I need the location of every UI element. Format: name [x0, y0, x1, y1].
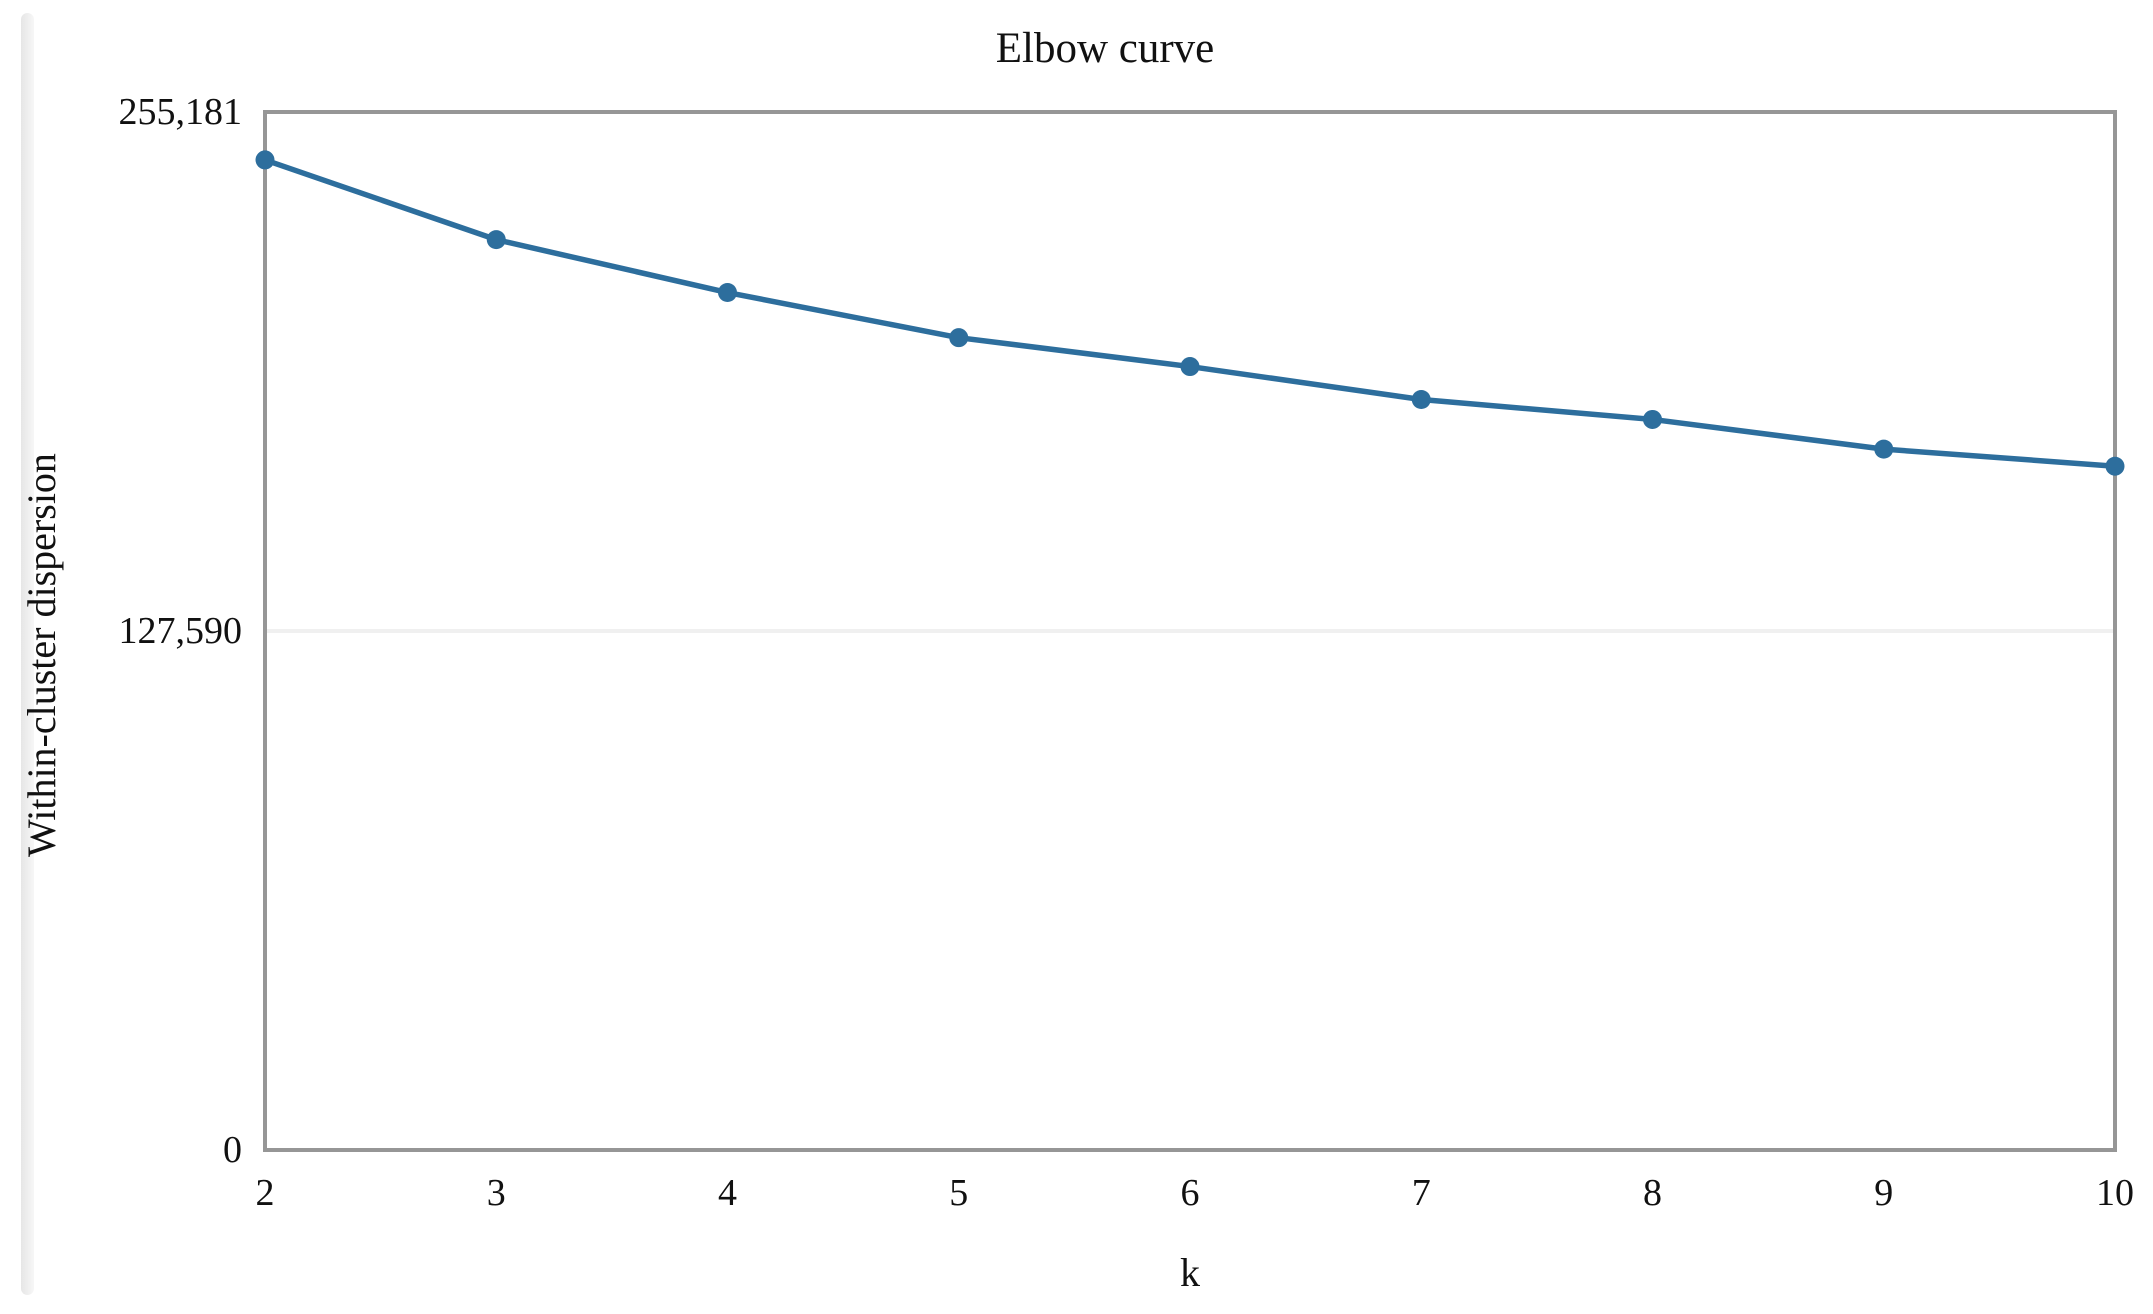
data-point: [949, 328, 969, 348]
data-point: [1643, 409, 1662, 429]
y-tick-label: 255,181: [119, 91, 243, 133]
x-tick-label: 2: [256, 1172, 275, 1214]
data-point: [1874, 439, 1894, 459]
chart-title: Elbow curve: [996, 25, 1215, 72]
x-tick-label: 6: [1181, 1172, 1200, 1214]
plot-border: [263, 110, 2117, 1152]
y-tick-label: 127,590: [119, 610, 243, 652]
series-markers: [255, 150, 2125, 476]
data-point: [2105, 456, 2125, 476]
vertical-scrollbar[interactable]: [21, 13, 34, 1295]
data-point: [1180, 357, 1200, 377]
x-tick-label: 5: [949, 1172, 968, 1214]
y-tick-label: 0: [223, 1129, 242, 1171]
x-axis-label: k: [1180, 1250, 1200, 1295]
x-tick-label: 9: [1874, 1172, 1893, 1214]
x-axis-tick-labels: 2 3 4 5 6 7 8 9 10: [256, 1172, 2135, 1214]
data-point: [486, 230, 506, 250]
data-point: [255, 150, 275, 170]
x-tick-label: 4: [718, 1172, 737, 1214]
x-tick-label: 8: [1643, 1172, 1662, 1214]
y-axis-tick-labels: 0 127,590 255,181: [119, 91, 243, 1171]
y-axis-label: Within-cluster dispersion: [19, 453, 64, 857]
data-point: [718, 283, 737, 303]
x-tick-label: 10: [2096, 1172, 2134, 1214]
series-line: [262, 157, 2118, 469]
data-point: [1411, 390, 1431, 410]
x-tick-label: 3: [487, 1172, 506, 1214]
x-tick-label: 7: [1412, 1172, 1431, 1214]
